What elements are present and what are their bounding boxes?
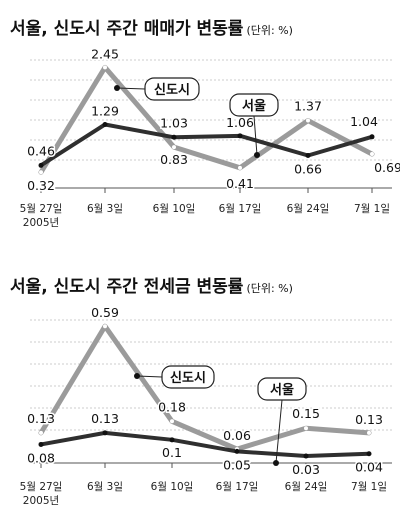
chart-unit: (단위: %): [246, 24, 292, 37]
data-point: [367, 430, 371, 435]
x-tick-label: 6월 10일: [151, 480, 194, 493]
data-point: [234, 448, 240, 454]
data-point: [172, 145, 176, 150]
data-label: 0.13: [27, 411, 55, 426]
x-tick-label: 7월 1일: [351, 480, 387, 493]
year-label: 2005년: [23, 217, 59, 229]
data-point: [102, 430, 108, 436]
series-line-newtown: [38, 64, 375, 175]
data-label: 0.15: [292, 406, 320, 421]
data-point: [369, 134, 375, 140]
series-line-seoul: [39, 122, 374, 168]
legend-leader: [136, 375, 163, 378]
legend-label: 서울: [242, 98, 266, 114]
data-point: [366, 451, 372, 457]
x-tick-label: 6월 3일: [87, 480, 123, 493]
legend-leader: [253, 115, 258, 156]
data-point: [170, 419, 174, 424]
data-label: 0.1: [162, 445, 182, 460]
chart-panel-sale: 서울, 신도시 주간 매매가 변동률 (단위: %) 5월 27일 6월 3일 6월 1…: [0, 0, 400, 258]
data-label: 0.46: [27, 143, 55, 158]
data-label: 1.37: [294, 99, 322, 114]
data-point: [169, 437, 175, 443]
data-point: [305, 153, 311, 159]
x-tick-label: 6월 17일: [216, 480, 259, 493]
data-point: [39, 430, 43, 435]
data-label: 0.69: [374, 160, 400, 175]
legend-box: [229, 93, 279, 117]
data-label: 1.06: [226, 115, 254, 130]
chart-unit: (단위: %): [246, 282, 292, 295]
legend-anchor-dot: [134, 373, 140, 379]
data-label: 0.13: [91, 411, 119, 426]
data-label: 1.03: [160, 115, 188, 130]
data-label: 0.66: [294, 162, 322, 177]
data-label: 0.18: [158, 399, 186, 414]
legend-anchor-dot: [254, 152, 260, 158]
data-point: [171, 134, 177, 140]
series-line-newtown: [38, 323, 372, 452]
legend-label: 신도시: [154, 83, 190, 98]
data-label: 0.59: [91, 305, 119, 320]
legend-leader: [116, 87, 146, 90]
year-label: 2005년: [23, 495, 59, 507]
legend-anchor-dot: [114, 85, 120, 91]
data-label: 0.05: [223, 457, 251, 472]
legend-anchor-dot: [273, 460, 279, 466]
x-tick-label: 6월 24일: [287, 202, 330, 215]
data-label: 0.32: [27, 178, 55, 193]
data-label: 0.06: [223, 428, 251, 443]
x-tick-label: 5월 27일: [20, 202, 63, 215]
data-point: [304, 426, 308, 431]
legend-box: [161, 365, 215, 389]
data-label: 0.13: [355, 412, 383, 427]
data-point: [103, 65, 107, 70]
data-label: 1.04: [350, 114, 378, 129]
data-label: 0.03: [292, 462, 320, 477]
x-tick-label: 6월 3일: [87, 202, 123, 215]
chart-title: 서울, 신도시 주간 매매가 변동률: [10, 19, 244, 39]
legend-box: [257, 377, 307, 401]
legend-leader: [275, 399, 283, 464]
data-label: 1.29: [91, 103, 119, 118]
x-tick-label: 7월 1일: [354, 202, 390, 215]
data-label: 0.04: [355, 460, 383, 475]
chart-title: 서울, 신도시 주간 전세금 변동률: [10, 277, 244, 297]
legend-label: 서울: [270, 382, 294, 398]
x-tick-label: 6월 24일: [285, 480, 328, 493]
legend-label: 신도시: [170, 371, 206, 386]
data-point: [38, 441, 44, 447]
data-point: [303, 453, 309, 459]
data-point: [238, 165, 242, 170]
x-tick-label: 5월 27일: [20, 480, 63, 493]
data-point: [39, 170, 43, 175]
data-point: [38, 162, 44, 168]
data-point: [103, 324, 107, 329]
data-point: [370, 152, 374, 157]
data-label: 2.45: [91, 46, 119, 61]
sale-price-chart: 서울, 신도시 주간 매매가 변동률 (단위: %) 5월 27일 6월 3일 6월 1…: [10, 19, 400, 229]
x-tick-label: 6월 10일: [153, 202, 196, 215]
data-label: 0.41: [226, 176, 254, 191]
jeonse-price-chart: 서울, 신도시 주간 전세금 변동률 (단위: %) 5월 27일 6월 3일 6월 1…: [10, 277, 392, 507]
data-label: 0.83: [160, 152, 188, 167]
series-line-seoul: [39, 430, 371, 459]
data-point: [237, 133, 243, 139]
data-label: 0.08: [27, 450, 55, 465]
data-point: [102, 121, 108, 127]
legend-box: [144, 77, 200, 101]
data-point: [306, 118, 310, 123]
chart-panel-jeonse: 서울, 신도시 주간 전세금 변동률 (단위: %) 5월 27일 6월 3일 6월 1…: [0, 258, 400, 516]
x-tick-label: 6월 17일: [219, 202, 262, 215]
